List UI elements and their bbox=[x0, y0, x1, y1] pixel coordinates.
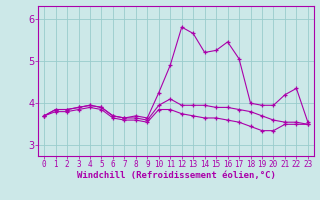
X-axis label: Windchill (Refroidissement éolien,°C): Windchill (Refroidissement éolien,°C) bbox=[76, 171, 276, 180]
